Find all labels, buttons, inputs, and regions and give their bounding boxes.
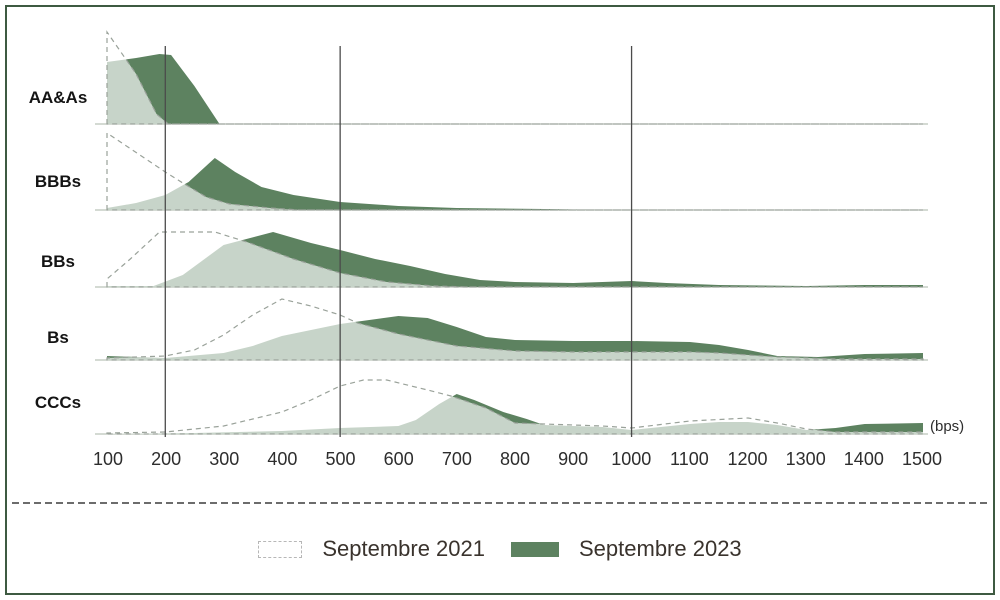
row-label-bbs: BBs xyxy=(40,252,75,271)
x-tick: 1200 xyxy=(727,449,768,469)
x-tick: 1100 xyxy=(670,449,709,469)
x-tick: 900 xyxy=(558,449,589,469)
x-tick: 200 xyxy=(151,449,182,469)
x-tick: 1300 xyxy=(785,449,826,469)
x-tick: 700 xyxy=(441,449,472,469)
legend-swatch-solid-2023 xyxy=(511,541,559,557)
x-tick: 100 xyxy=(92,449,124,469)
x-axis-unit-label: (bps) xyxy=(930,418,965,435)
legend-label-2023: Septembre 2023 xyxy=(579,536,742,561)
x-axis-tick-labels: 100 200 300 400 500 600 700 800 900 1000… xyxy=(83,449,947,470)
row-label-aa-as: AA&As xyxy=(28,88,88,107)
legend-item-2021: Septembre 2021 xyxy=(258,536,485,562)
x-tick: 800 xyxy=(499,449,530,469)
x-tick: 500 xyxy=(325,449,356,469)
legend-item-2023: Septembre 2023 xyxy=(511,536,742,562)
x-tick: 1400 xyxy=(843,449,884,469)
x-tick: 400 xyxy=(267,449,298,469)
legend-swatch-dashed-2021 xyxy=(258,540,303,558)
row-label-bbbs: BBBs xyxy=(34,172,82,191)
row-label-cccs: CCCs xyxy=(34,393,82,412)
x-tick: 1000 xyxy=(611,449,652,469)
x-tick: 600 xyxy=(383,449,414,469)
x-tick: 1500 xyxy=(901,449,942,469)
x-tick: 300 xyxy=(209,449,240,469)
legend: Septembre 2021 Septembre 2023 xyxy=(0,536,1000,562)
legend-label-2021: Septembre 2021 xyxy=(322,536,485,561)
row-label-bs: Bs xyxy=(47,328,69,347)
